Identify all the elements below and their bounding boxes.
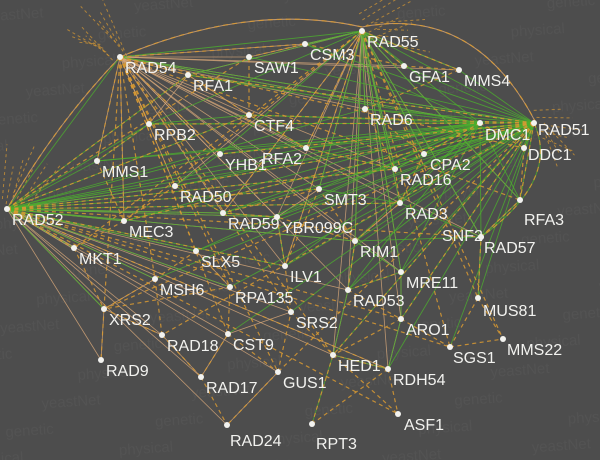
svg-text:ASF1: ASF1 [404, 417, 444, 434]
svg-text:DMC1: DMC1 [485, 127, 530, 144]
svg-text:RAD6: RAD6 [370, 112, 413, 129]
svg-text:MSH6: MSH6 [160, 282, 205, 299]
svg-text:RAD18: RAD18 [167, 338, 219, 355]
svg-text:RAD57: RAD57 [484, 240, 536, 257]
svg-text:MKT1: MKT1 [79, 251, 122, 268]
svg-text:RAD54: RAD54 [125, 60, 177, 77]
svg-text:ILV1: ILV1 [290, 269, 322, 286]
svg-text:RFA2: RFA2 [262, 151, 302, 168]
svg-text:RAD17: RAD17 [206, 380, 258, 397]
svg-text:RPB2: RPB2 [154, 127, 196, 144]
svg-text:RAD9: RAD9 [106, 363, 149, 380]
svg-text:RPA135: RPA135 [235, 290, 294, 307]
svg-text:SRS2: SRS2 [296, 315, 338, 332]
svg-text:SLX5: SLX5 [201, 254, 240, 271]
svg-text:SMT3: SMT3 [324, 192, 367, 209]
svg-text:RFA3: RFA3 [524, 212, 564, 229]
svg-text:CPA2: CPA2 [430, 157, 471, 174]
svg-text:GFA1: GFA1 [409, 69, 450, 86]
svg-text:GUS1: GUS1 [283, 375, 327, 392]
svg-text:MMS22: MMS22 [507, 342, 562, 359]
svg-text:MRE11: MRE11 [406, 275, 458, 292]
svg-text:CSM3: CSM3 [310, 47, 355, 64]
svg-text:DDC1: DDC1 [528, 147, 572, 164]
svg-text:RFA1: RFA1 [193, 78, 233, 95]
svg-text:MMS1: MMS1 [102, 164, 148, 181]
svg-text:SGS1: SGS1 [453, 350, 496, 367]
svg-text:RDH54: RDH54 [393, 372, 446, 389]
svg-text:MMS4: MMS4 [464, 73, 510, 90]
svg-text:RAD59: RAD59 [228, 216, 280, 233]
svg-text:RIM1: RIM1 [360, 244, 398, 261]
svg-text:RAD3: RAD3 [405, 206, 448, 223]
svg-text:RAD53: RAD53 [353, 293, 405, 310]
svg-text:SNF2: SNF2 [442, 228, 483, 245]
svg-text:CST9: CST9 [233, 337, 274, 354]
svg-text:MEC3: MEC3 [129, 224, 174, 241]
svg-text:CTF4: CTF4 [254, 118, 294, 135]
svg-text:RAD24: RAD24 [230, 433, 282, 450]
svg-text:XRS2: XRS2 [109, 312, 151, 329]
svg-text:RAD52: RAD52 [12, 212, 64, 229]
svg-text:SAW1: SAW1 [254, 60, 299, 77]
svg-text:RAD16: RAD16 [400, 172, 452, 189]
svg-text:HED1: HED1 [338, 358, 381, 375]
svg-text:RAD55: RAD55 [367, 34, 419, 51]
svg-text:YBR099C: YBR099C [282, 220, 353, 237]
svg-text:RPT3: RPT3 [316, 436, 357, 453]
svg-text:RAD51: RAD51 [538, 122, 590, 139]
svg-text:RAD50: RAD50 [180, 189, 232, 206]
svg-text:MUS81: MUS81 [483, 303, 536, 320]
svg-text:YHB1: YHB1 [225, 157, 267, 174]
svg-text:ARO1: ARO1 [406, 322, 450, 339]
